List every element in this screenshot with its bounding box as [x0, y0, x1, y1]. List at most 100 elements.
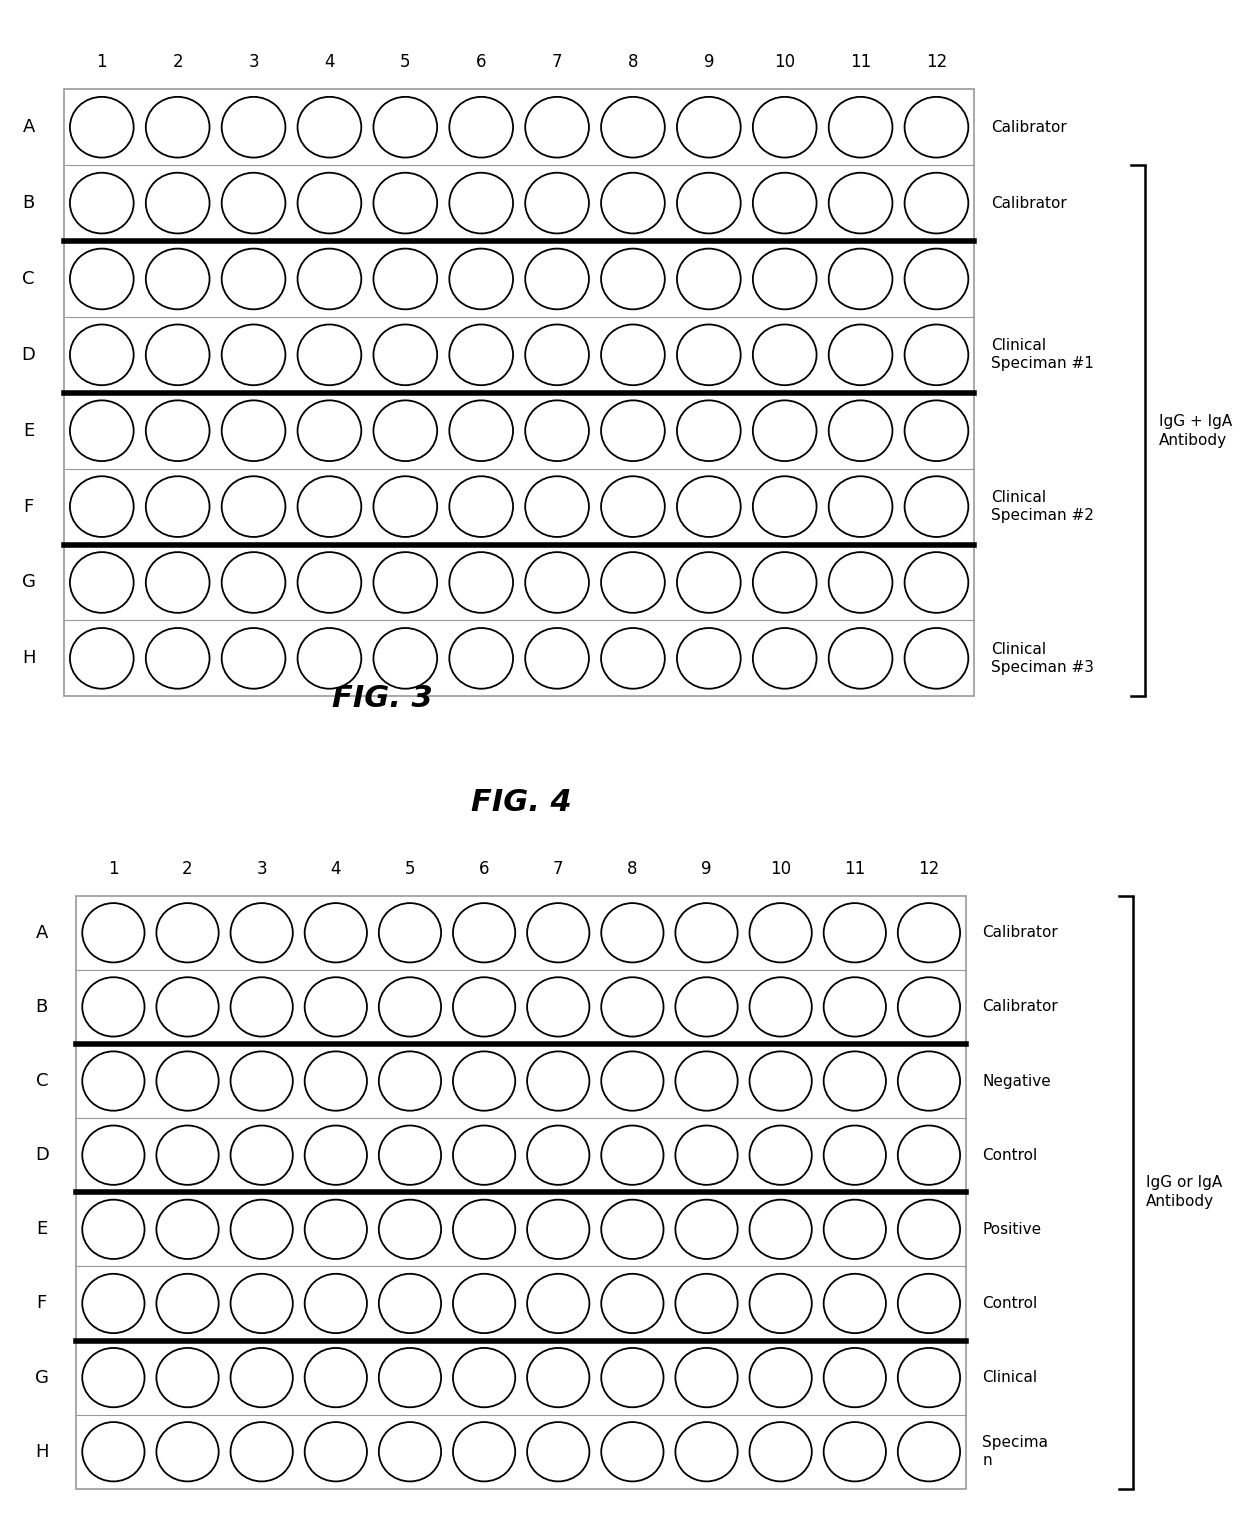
Text: Clinical
Speciman #1: Clinical Speciman #1 [991, 339, 1094, 372]
Ellipse shape [749, 903, 812, 962]
Ellipse shape [453, 1052, 516, 1111]
Ellipse shape [146, 628, 210, 689]
Ellipse shape [601, 1125, 663, 1186]
Text: 11: 11 [849, 53, 872, 71]
Ellipse shape [677, 628, 740, 689]
Text: 9: 9 [702, 861, 712, 879]
Ellipse shape [526, 325, 589, 386]
Ellipse shape [749, 1199, 812, 1258]
Ellipse shape [527, 1274, 589, 1333]
Ellipse shape [676, 1348, 738, 1407]
Ellipse shape [828, 401, 893, 461]
Text: 6: 6 [476, 53, 486, 71]
Ellipse shape [601, 97, 665, 158]
Bar [77, 896, 966, 1489]
Ellipse shape [526, 249, 589, 310]
Ellipse shape [156, 903, 218, 962]
Ellipse shape [373, 628, 438, 689]
Ellipse shape [898, 1274, 960, 1333]
Text: Negative: Negative [982, 1073, 1052, 1088]
Ellipse shape [222, 628, 285, 689]
Ellipse shape [601, 325, 665, 386]
Ellipse shape [146, 401, 210, 461]
Ellipse shape [231, 1052, 293, 1111]
Ellipse shape [676, 1052, 738, 1111]
Ellipse shape [601, 249, 665, 310]
Text: IgG + IgA
Antibody: IgG + IgA Antibody [1159, 414, 1233, 448]
Ellipse shape [676, 1125, 738, 1186]
Ellipse shape [677, 553, 740, 613]
Ellipse shape [527, 1125, 589, 1186]
Ellipse shape [677, 173, 740, 234]
Ellipse shape [146, 553, 210, 613]
Ellipse shape [601, 1274, 663, 1333]
Text: H: H [22, 650, 35, 668]
Text: 2: 2 [172, 53, 184, 71]
Ellipse shape [373, 477, 438, 537]
Text: 10: 10 [770, 861, 791, 879]
Text: 10: 10 [774, 53, 795, 71]
Text: D: D [21, 346, 36, 364]
Ellipse shape [753, 173, 817, 234]
Ellipse shape [146, 173, 210, 234]
Ellipse shape [677, 249, 740, 310]
Text: 4: 4 [331, 861, 341, 879]
Ellipse shape [146, 249, 210, 310]
Text: F: F [24, 498, 33, 516]
Text: Calibrator: Calibrator [991, 120, 1066, 135]
Ellipse shape [527, 1348, 589, 1407]
Text: 11: 11 [844, 861, 866, 879]
Text: E: E [24, 422, 35, 440]
Ellipse shape [676, 1422, 738, 1482]
Ellipse shape [82, 1125, 145, 1186]
Ellipse shape [601, 978, 663, 1037]
Ellipse shape [676, 1199, 738, 1258]
Text: B: B [36, 997, 48, 1016]
Ellipse shape [453, 1348, 516, 1407]
Text: FIG. 3: FIG. 3 [332, 685, 433, 713]
Ellipse shape [298, 401, 361, 461]
Ellipse shape [156, 1125, 218, 1186]
Text: C: C [36, 1072, 48, 1090]
Ellipse shape [905, 477, 968, 537]
Ellipse shape [449, 249, 513, 310]
Text: 5: 5 [401, 53, 410, 71]
Ellipse shape [379, 1348, 441, 1407]
Ellipse shape [146, 97, 210, 158]
Ellipse shape [905, 249, 968, 310]
Ellipse shape [828, 628, 893, 689]
Ellipse shape [231, 1422, 293, 1482]
Ellipse shape [823, 1125, 885, 1186]
Ellipse shape [156, 1052, 218, 1111]
Ellipse shape [305, 1348, 367, 1407]
Ellipse shape [82, 1199, 145, 1258]
Ellipse shape [905, 553, 968, 613]
Ellipse shape [749, 1422, 812, 1482]
Ellipse shape [677, 477, 740, 537]
Text: A: A [22, 118, 35, 137]
Ellipse shape [379, 1274, 441, 1333]
Text: 4: 4 [324, 53, 335, 71]
Ellipse shape [298, 97, 361, 158]
Ellipse shape [753, 477, 817, 537]
Ellipse shape [753, 97, 817, 158]
Text: 5: 5 [404, 861, 415, 879]
Ellipse shape [82, 1348, 145, 1407]
Ellipse shape [298, 628, 361, 689]
Ellipse shape [823, 978, 885, 1037]
Ellipse shape [828, 325, 893, 386]
Ellipse shape [753, 401, 817, 461]
Ellipse shape [823, 1199, 885, 1258]
Text: Calibrator: Calibrator [982, 999, 1058, 1014]
Ellipse shape [749, 1274, 812, 1333]
Ellipse shape [146, 325, 210, 386]
Ellipse shape [828, 553, 893, 613]
Text: 6: 6 [479, 861, 490, 879]
Ellipse shape [601, 173, 665, 234]
Ellipse shape [69, 401, 134, 461]
Ellipse shape [379, 1125, 441, 1186]
Text: Clinical
Speciman #3: Clinical Speciman #3 [991, 642, 1094, 676]
Ellipse shape [298, 249, 361, 310]
Text: 2: 2 [182, 861, 193, 879]
Ellipse shape [298, 173, 361, 234]
